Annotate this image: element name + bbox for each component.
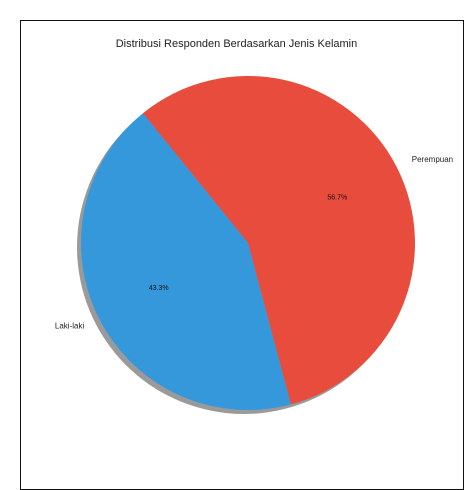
pie-slice-laki-laki: [81, 113, 291, 411]
pie-pct-label: 56.7%: [327, 194, 347, 201]
chart-title: Distribusi Responden Berdasarkan Jenis K…: [115, 38, 358, 50]
pie-slice-perempuan: [142, 76, 415, 405]
pie-category-label: Laki-laki: [55, 321, 85, 330]
pie-category-label: Perempuan: [412, 155, 453, 164]
pie-chart: 56.7% Perempuan 43.3% Laki-laki: [55, 76, 453, 414]
pie-pct-label: 43.3%: [149, 285, 169, 292]
